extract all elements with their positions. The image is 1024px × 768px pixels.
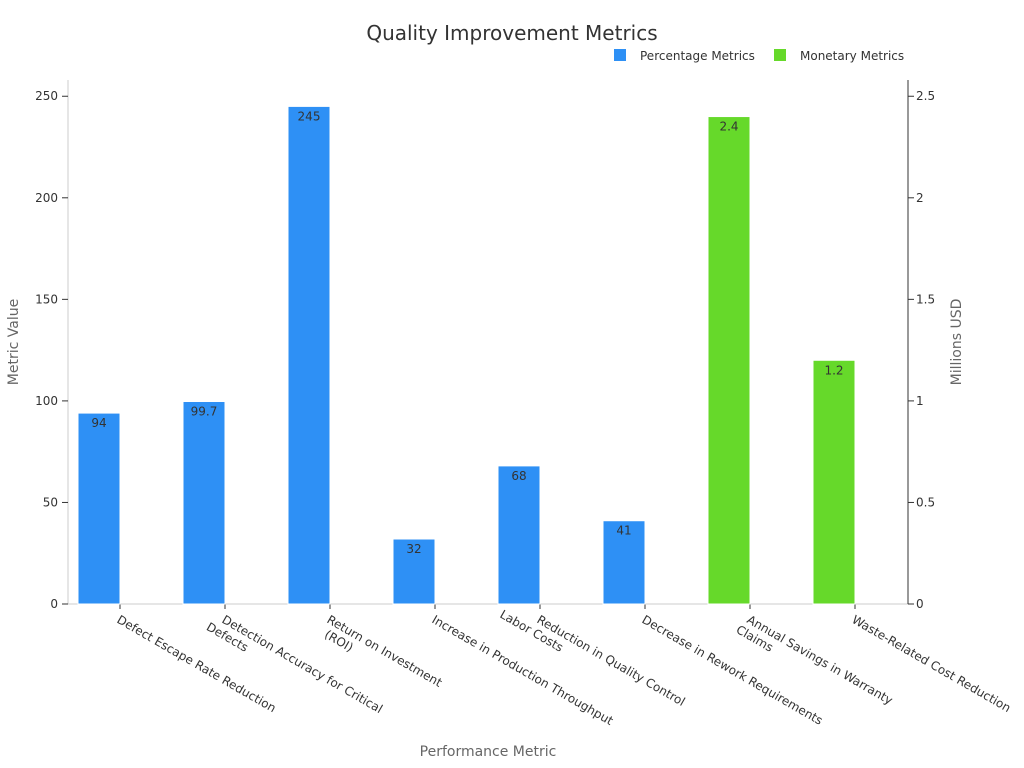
- x-tick-label-line: Return on Investment: [325, 612, 445, 689]
- bar-percentage: [287, 105, 331, 605]
- chart-title: Quality Improvement Metrics: [366, 21, 657, 45]
- y-tick-label: 100: [35, 394, 58, 408]
- y2-tick-label: 0.5: [916, 495, 935, 509]
- legend-swatch-monetary: [774, 49, 786, 61]
- bar-percentage: [497, 465, 541, 605]
- labels: Defect Escape Rate Reduction94Detection …: [91, 109, 1013, 728]
- bar-percentage: [182, 401, 226, 605]
- y2-tick-label: 2.5: [916, 89, 935, 103]
- y-tick-label: 250: [35, 89, 58, 103]
- bar-value-label: 2.4: [719, 120, 738, 134]
- axes: 0 50 100 150 200 250 0 0.5 1 1.5 2 2.5: [35, 80, 935, 611]
- legend-label-percentage: Percentage Metrics: [640, 49, 755, 63]
- y-axis-title: Metric Value: [6, 299, 22, 385]
- y2-tick-label: 2: [916, 191, 924, 205]
- x-tick-label: Decrease in Rework Requirements: [640, 612, 826, 727]
- y-tick-label: 0: [50, 597, 58, 611]
- bar-value-label: 99.7: [191, 405, 218, 419]
- y2-tick-label: 1: [916, 394, 924, 408]
- y-tick-label: 50: [43, 495, 58, 509]
- bar-percentage: [77, 412, 121, 605]
- bar-value-label: 94: [91, 416, 106, 430]
- bar-monetary: [707, 116, 751, 605]
- x-tick-label: Waste-Related Cost Reduction: [850, 612, 1014, 715]
- bar-percentage: [392, 538, 436, 605]
- bar-value-label: 68: [511, 469, 526, 483]
- bar-monetary: [812, 359, 856, 605]
- legend-label-monetary: Monetary Metrics: [800, 49, 904, 63]
- bar-value-label: 1.2: [824, 363, 843, 377]
- x-tick-label-line: Decrease in Rework Requirements: [640, 612, 826, 727]
- y2-axis-title: Millions USD: [949, 299, 965, 386]
- y2-tick-label: 1.5: [916, 292, 935, 306]
- legend: Percentage Metrics Monetary Metrics: [614, 49, 904, 63]
- legend-swatch-percentage: [614, 49, 626, 61]
- bars: [77, 105, 856, 605]
- bar-value-label: 41: [616, 524, 631, 538]
- bar-value-label: 245: [298, 109, 321, 123]
- y-tick-label: 150: [35, 292, 58, 306]
- y-tick-label: 200: [35, 191, 58, 205]
- x-tick-label-line: Waste-Related Cost Reduction: [850, 612, 1014, 715]
- bar-percentage: [602, 520, 646, 605]
- bar-value-label: 32: [406, 542, 421, 556]
- y2-tick-label: 0: [916, 597, 924, 611]
- x-axis-title: Performance Metric: [420, 744, 557, 760]
